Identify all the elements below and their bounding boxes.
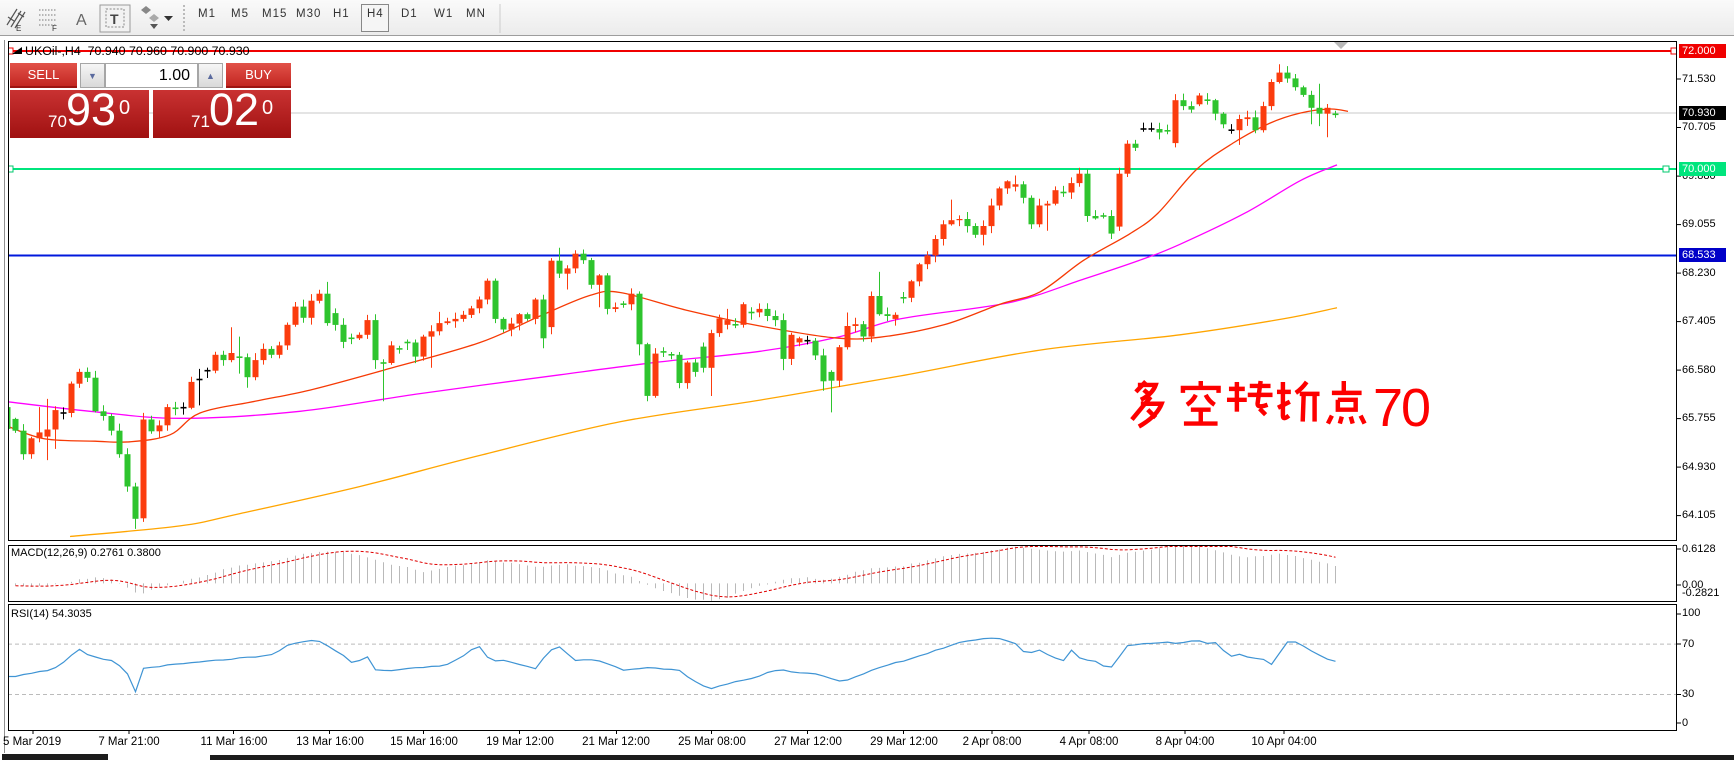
svg-text:70: 70	[1373, 378, 1429, 438]
svg-text:T: T	[110, 11, 119, 27]
svg-text:E: E	[16, 24, 21, 33]
svg-text:A: A	[76, 12, 87, 29]
svg-text:F: F	[52, 24, 57, 33]
